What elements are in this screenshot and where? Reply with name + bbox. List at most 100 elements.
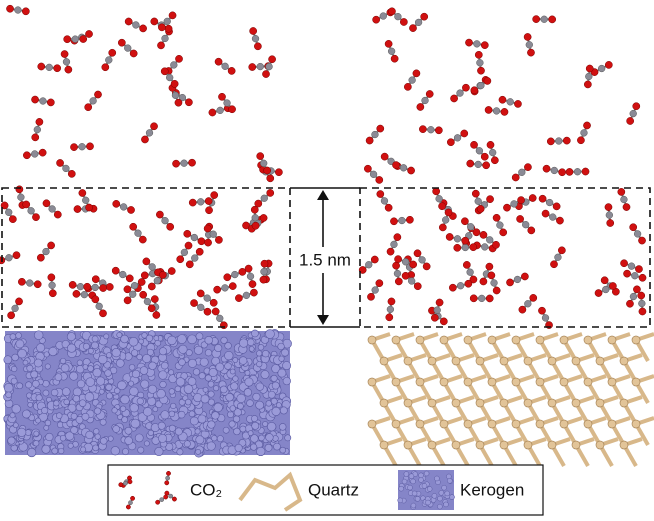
- co2: [626, 102, 641, 125]
- co2: [6, 4, 30, 16]
- co2: [70, 142, 94, 151]
- co2: [392, 261, 403, 286]
- co2: [538, 194, 561, 211]
- co2: [518, 294, 538, 314]
- co2: [416, 90, 434, 111]
- co2: [465, 38, 489, 49]
- co2: [78, 189, 93, 212]
- co2: [203, 224, 223, 244]
- legend-label: CO₂: [190, 480, 222, 499]
- co2: [164, 55, 183, 75]
- co2: [196, 289, 218, 307]
- kerogen: [3, 328, 292, 458]
- legend-label: Quartz: [308, 480, 359, 499]
- legend-icons: [118, 470, 455, 512]
- co2: [409, 12, 429, 32]
- co2: [141, 122, 158, 144]
- co2: [388, 7, 408, 26]
- co2: [358, 255, 379, 274]
- pore-width-label: 1.5 nm: [299, 250, 351, 269]
- co2: [487, 271, 501, 295]
- co2: [91, 275, 114, 291]
- co2: [0, 251, 21, 265]
- co2: [470, 140, 489, 161]
- co2: [31, 95, 55, 107]
- co2: [183, 229, 206, 246]
- co2: [404, 69, 421, 91]
- co2: [594, 282, 617, 297]
- co2: [117, 38, 138, 58]
- co2: [256, 152, 272, 175]
- co2: [124, 17, 147, 33]
- co2: [541, 209, 564, 225]
- co2: [250, 205, 260, 230]
- co2: [430, 298, 444, 322]
- co2: [617, 188, 631, 211]
- co2: [462, 261, 478, 284]
- co2: [461, 217, 481, 237]
- co2: [223, 268, 247, 282]
- co2: [542, 164, 566, 177]
- co2: [168, 84, 183, 107]
- co2: [213, 282, 237, 294]
- co2: [83, 282, 107, 292]
- co2: [84, 90, 102, 112]
- co2: [637, 291, 647, 316]
- co2: [218, 92, 236, 114]
- co2: [123, 278, 146, 294]
- co2: [155, 494, 169, 505]
- co2: [492, 213, 508, 237]
- co2: [129, 222, 147, 244]
- co2: [392, 161, 415, 175]
- co2: [471, 189, 485, 213]
- co2: [473, 241, 497, 253]
- co2: [160, 67, 179, 88]
- co2: [37, 62, 62, 73]
- co2: [190, 299, 212, 316]
- co2: [42, 199, 62, 219]
- co2: [125, 495, 135, 510]
- co2: [31, 118, 44, 142]
- co2: [450, 83, 470, 103]
- pore-boxes: [1, 187, 651, 328]
- co2: [63, 35, 88, 44]
- co2: [235, 288, 258, 302]
- co2: [469, 294, 494, 303]
- co2: [172, 158, 196, 168]
- molecules: [0, 4, 654, 467]
- co2: [23, 148, 47, 160]
- legend-label: Kerogen: [460, 480, 524, 499]
- co2: [386, 233, 402, 256]
- co2: [577, 121, 591, 145]
- co2: [365, 124, 385, 145]
- co2: [244, 264, 257, 288]
- co2: [474, 50, 485, 75]
- co2: [156, 210, 175, 231]
- co2: [453, 243, 478, 252]
- co2: [447, 129, 469, 147]
- co2: [516, 215, 536, 235]
- co2: [188, 197, 213, 207]
- co2: [262, 55, 276, 78]
- co2: [249, 27, 262, 51]
- co2: [498, 95, 522, 108]
- co2: [532, 15, 557, 24]
- co2: [466, 159, 491, 170]
- co2: [176, 241, 193, 264]
- co2: [626, 285, 641, 308]
- co2: [565, 167, 590, 176]
- co2: [22, 200, 40, 221]
- co2: [123, 284, 142, 305]
- co2: [60, 50, 73, 74]
- co2: [385, 297, 396, 322]
- co2: [101, 48, 117, 72]
- co2: [438, 208, 453, 232]
- co2: [211, 307, 228, 330]
- co2: [449, 279, 473, 292]
- co2: [158, 11, 177, 32]
- co2: [111, 266, 134, 283]
- co2: [164, 470, 171, 486]
- co2: [18, 277, 42, 289]
- co2: [538, 306, 553, 329]
- co2: [523, 33, 535, 57]
